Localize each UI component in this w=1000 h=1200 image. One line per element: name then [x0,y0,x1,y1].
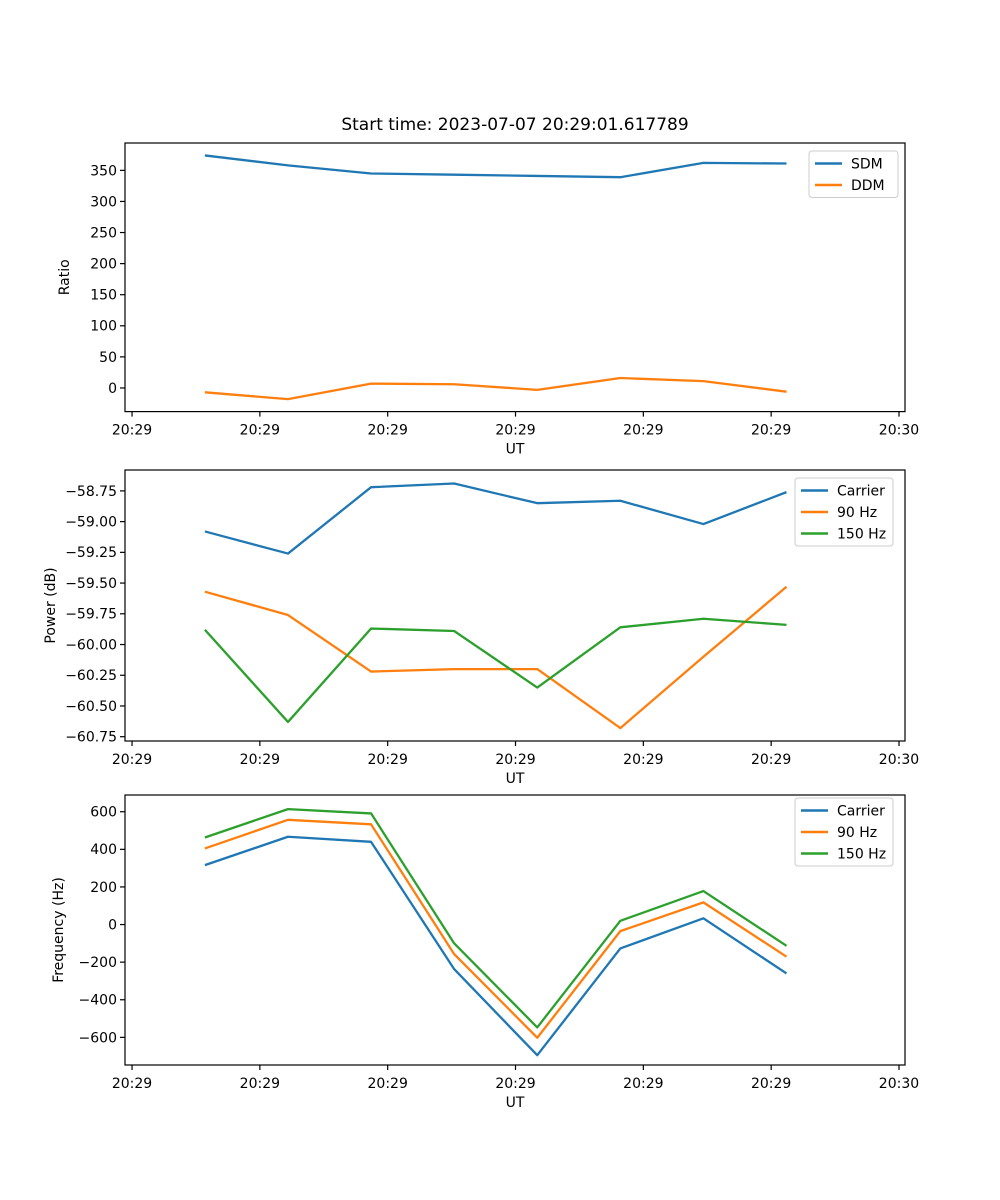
legend-label-carrier: Carrier [837,803,885,819]
series-line-90-hz [204,585,788,730]
x-tick-label: 20:30 [879,752,919,768]
x-tick-label: 20:29 [495,423,535,439]
y-tick-label: 400 [90,842,117,858]
y-tick-label: 200 [90,880,117,896]
x-tick-label: 20:29 [623,1076,663,1092]
series-line-carrier [204,482,787,555]
legend-label-sdm: SDM [851,156,883,172]
y-tick-label: 250 [90,225,117,241]
y-tick-label: 0 [108,381,117,397]
legend-label-90-hz: 90 Hz [837,505,877,521]
y-tick-label: −400 [79,993,117,1009]
x-tick-label: 20:29 [240,1076,280,1092]
series-line-sdm [204,154,787,179]
legend: Carrier 90 Hz 150 Hz [794,477,894,547]
y-tick-label: −600 [79,1030,117,1046]
y-tick-label: −60.25 [65,668,117,684]
x-tick-label: 20:29 [112,423,152,439]
plot-border [124,142,906,413]
legend-box [794,477,894,547]
x-tick-label: 20:29 [751,752,791,768]
y-tick-label: 200 [90,257,117,273]
x-tick-label: 20:29 [751,1076,791,1092]
legend: Carrier 90 Hz 150 Hz [794,797,894,867]
x-axis-label: UT [506,442,525,458]
plot-border [124,794,906,1066]
legend-label-ddm: DDM [851,178,885,194]
y-tick-label: −59.75 [65,607,117,623]
x-tick-label: 20:29 [368,752,408,768]
x-tick-label: 20:29 [368,1076,408,1092]
series-line-carrier [204,835,788,1057]
y-tick-label: 100 [90,319,117,335]
legend-label-carrier: Carrier [837,483,885,499]
legend-box [794,797,894,867]
x-tick-label: 20:29 [495,1076,535,1092]
y-tick-label: −200 [79,955,117,971]
legend-label-150-hz: 150 Hz [837,526,886,542]
plot-border [124,469,906,742]
x-tick-label: 20:29 [623,752,663,768]
legend: SDM DDM [808,150,899,198]
y-tick-label: −59.50 [65,576,117,592]
legend-label-150-hz: 150 Hz [837,846,886,862]
y-tick-label: −59.25 [65,545,117,561]
y-tick-label: −60.75 [65,730,117,746]
series-line-ddm [204,376,787,401]
subplot-ratio: 0 50 100 150 200 250 300 350 20:29 20:29 20:29 20:2… [57,142,919,458]
y-tick-label: 0 [108,917,117,933]
y-tick-label: −60.50 [65,699,117,715]
y-tick-label: −60.00 [65,637,117,653]
x-tick-label: 20:29 [751,423,791,439]
y-tick-label: 300 [90,194,117,210]
x-tick-label: 20:29 [368,423,408,439]
x-tick-label: 20:29 [240,423,280,439]
subplot-power-db: −60.75 −60.50 −60.25 −60.00 −59.75 −59.50 −59.… [43,469,919,787]
y-tick-label: 600 [90,805,117,821]
x-tick-label: 20:29 [623,423,663,439]
subplot-frequency-hz: −600 −400 −200 0 200 400 600 20:29 20:29 20:29 20:… [51,794,919,1111]
series-line-90-hz [204,818,788,1039]
series-line-150-hz [204,617,787,724]
x-tick-label: 20:29 [495,752,535,768]
legend-label-90-hz: 90 Hz [837,825,877,841]
x-tick-label: 20:29 [240,752,280,768]
y-axis-label: Ratio [57,259,73,295]
x-tick-label: 20:30 [879,1076,919,1092]
chart-title: Start time: 2023-07-07 20:29:01.617789 [341,115,689,135]
x-tick-label: 20:30 [879,423,919,439]
x-axis-label: UT [506,771,525,787]
y-tick-label: −58.75 [65,484,117,500]
y-tick-label: 50 [99,350,117,366]
y-tick-label: −59.00 [65,515,117,531]
y-axis-label: Power (dB) [43,567,59,643]
x-axis-label: UT [506,1095,525,1111]
x-tick-label: 20:29 [112,752,152,768]
y-tick-label: 150 [90,288,117,304]
y-tick-label: 350 [90,163,117,179]
series-line-150-hz [204,807,788,1029]
x-tick-label: 20:29 [112,1076,152,1092]
y-axis-label: Frequency (Hz) [51,877,67,983]
